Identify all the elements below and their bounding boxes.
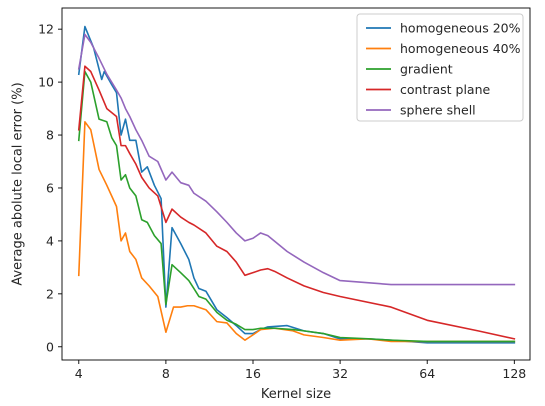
y-axis-label: Average abolute local error (%) <box>11 82 26 285</box>
x-tick-label: 4 <box>75 366 83 381</box>
legend-label: contrast plane <box>400 82 491 97</box>
series-line-4 <box>77 33 516 286</box>
legend-box <box>356 13 524 122</box>
series-line-1 <box>77 121 516 343</box>
y-tick-label: 12 <box>38 22 54 37</box>
y-tick-label: 6 <box>46 180 54 195</box>
x-axis-label: Kernel size <box>261 387 331 402</box>
y-tick-label: 2 <box>46 286 54 301</box>
x-tick-label: 64 <box>419 366 435 381</box>
plot-frame <box>61 7 531 361</box>
legend: homogeneous 20% homogeneous 40% gradient co… <box>356 13 524 122</box>
y-tick-label: 4 <box>46 233 54 248</box>
x-tick-label: 8 <box>162 366 170 381</box>
legend-label: gradient <box>400 62 453 77</box>
axes-layer: 4 8 16 32 64 128 0 2 4 6 8 10 12 <box>38 7 531 381</box>
legend-label: sphere shell <box>400 103 476 118</box>
x-tick-label: 128 <box>502 366 526 381</box>
series-line-3 <box>77 65 516 340</box>
series-layer <box>77 25 516 344</box>
y-tick-label: 0 <box>46 339 54 354</box>
y-tick-label: 8 <box>46 128 54 143</box>
y-tick-label: 10 <box>38 75 54 90</box>
series-line-2 <box>77 70 516 343</box>
x-tick-label: 32 <box>332 366 348 381</box>
legend-label: homogeneous 40% <box>400 41 521 56</box>
x-tick-label: 16 <box>245 366 261 381</box>
legend-label: homogeneous 20% <box>400 21 521 36</box>
